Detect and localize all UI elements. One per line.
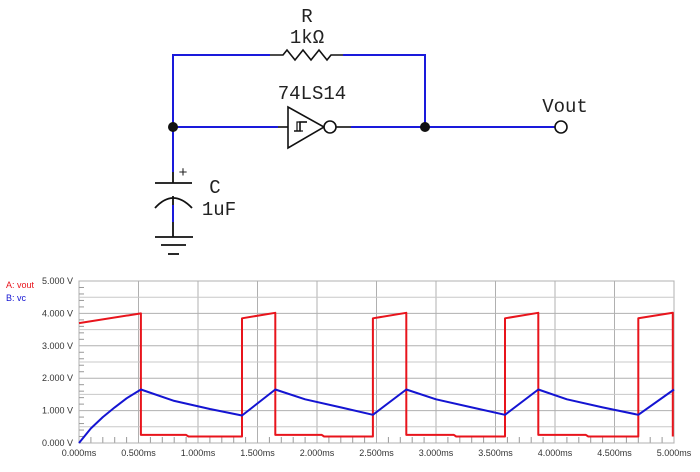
y-tick-label: 5.000 V <box>42 276 73 286</box>
feedback-wire-left <box>172 54 270 172</box>
capacitor-value: 1uF <box>202 199 236 221</box>
vout-label: Vout <box>542 96 588 118</box>
feedback-wire-right <box>343 54 426 127</box>
y-tick-label: 4.000 V <box>42 308 73 318</box>
x-tick-label: 1.500ms <box>240 448 275 458</box>
resistor-value: 1kΩ <box>290 27 324 49</box>
series-line-vout <box>78 311 674 438</box>
waveform-chart: 0.000ms 0.500ms 1.000ms 1.500ms 2.000ms 2.500… <box>6 276 692 458</box>
resistor-symbol <box>270 48 343 62</box>
capacitor-name: C <box>209 177 220 199</box>
y-tick-label: 2.000 V <box>42 373 73 383</box>
circuit-schematic: R 1kΩ 74LS14 Vout + C 1uF <box>154 6 588 255</box>
capacitor-polarity: + <box>178 165 187 182</box>
legend-entry-vc: B: vc <box>6 293 27 303</box>
junction-node-left <box>168 122 178 132</box>
y-tick-label: 3.000 V <box>42 341 73 351</box>
series <box>78 311 675 444</box>
x-tick-label: 3.000ms <box>419 448 454 458</box>
junction-node-right <box>420 122 430 132</box>
wires <box>172 54 555 222</box>
x-tick-label: 3.500ms <box>478 448 513 458</box>
series-line-vc <box>78 388 675 444</box>
x-tick-label: 4.000ms <box>538 448 573 458</box>
hysteresis-icon <box>294 121 307 132</box>
x-tick-label: 0.500ms <box>121 448 156 458</box>
x-tick-label: 4.500ms <box>597 448 632 458</box>
grid <box>78 280 675 444</box>
capacitor-symbol <box>154 172 193 237</box>
gate-part-label: 74LS14 <box>278 83 346 105</box>
x-tick-label: 5.000ms <box>657 448 692 458</box>
legend-entry-vout: A: vout <box>6 280 35 290</box>
schmitt-inverter-symbol <box>278 105 351 150</box>
x-tick-label: 2.000ms <box>300 448 335 458</box>
x-tick-label: 1.000ms <box>181 448 216 458</box>
vout-terminal[interactable] <box>554 120 568 134</box>
x-tick-label: 2.500ms <box>359 448 394 458</box>
y-tick-label: 0.000 V <box>42 438 73 448</box>
tick-labels: 0.000ms 0.500ms 1.000ms 1.500ms 2.000ms 2.500… <box>42 276 692 458</box>
y-tick-label: 1.000 V <box>42 406 73 416</box>
ground-icon <box>155 236 193 255</box>
x-tick-label: 0.000ms <box>62 448 97 458</box>
resistor-name: R <box>301 6 312 28</box>
